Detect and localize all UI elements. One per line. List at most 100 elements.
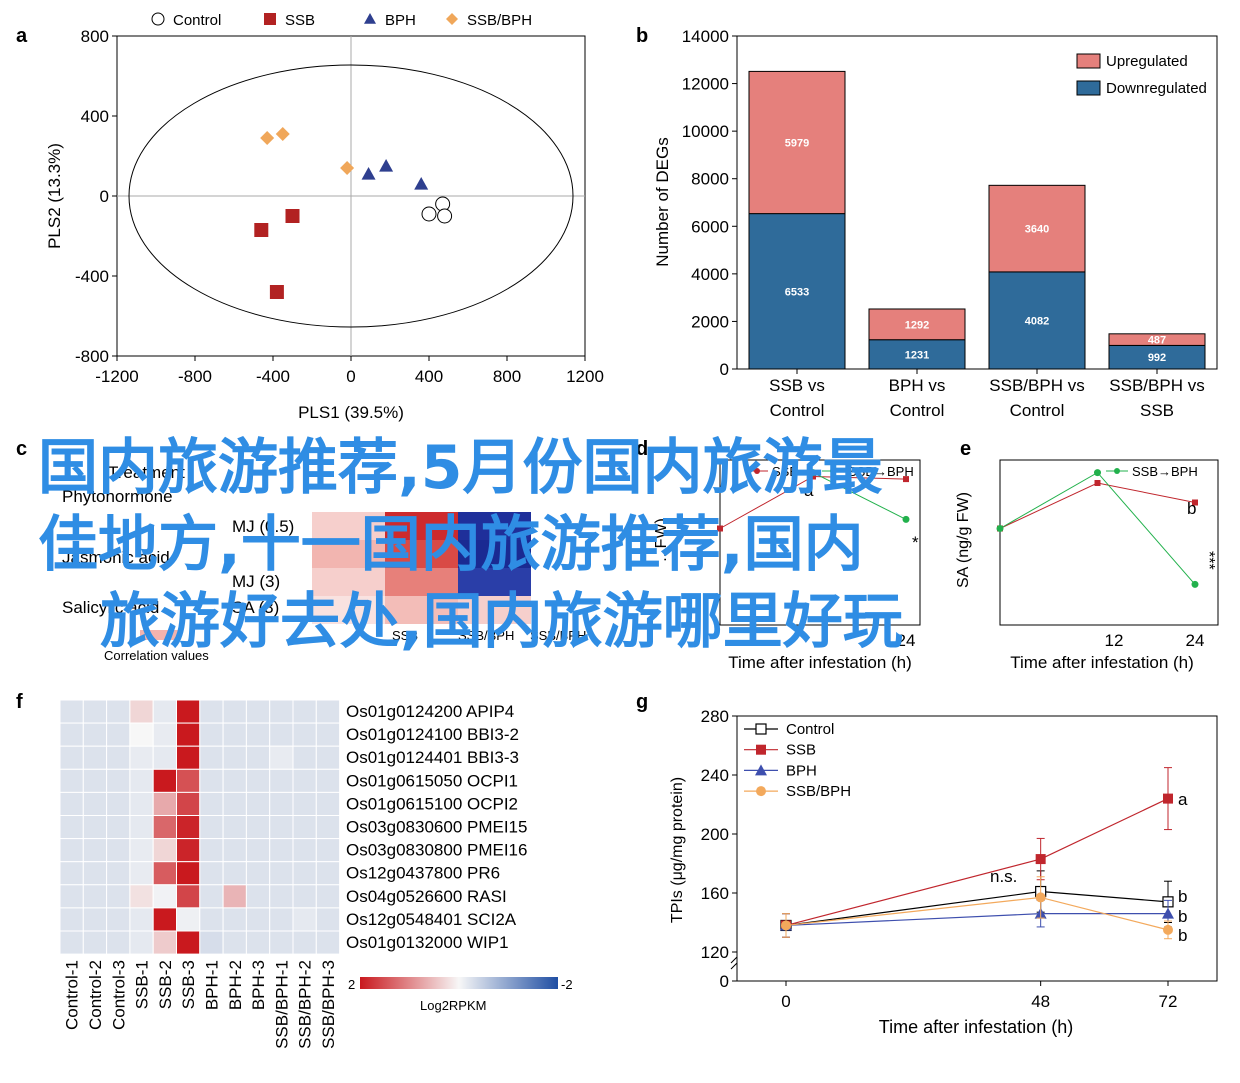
correlation-cell bbox=[312, 568, 385, 596]
scatter-point-ssb bbox=[254, 223, 269, 237]
heatmap-cell bbox=[222, 838, 247, 863]
heatmap-cell bbox=[152, 722, 177, 747]
heatmap-cell bbox=[269, 768, 294, 793]
panel-b-ytick-label: 6000 bbox=[691, 217, 729, 236]
bar-value-down: 1231 bbox=[905, 349, 929, 361]
heatmap-cell bbox=[199, 907, 224, 932]
panel-b-frame bbox=[736, 35, 1218, 370]
panel-a-xtick-label: 1200 bbox=[566, 367, 604, 386]
point-ssb bbox=[1094, 480, 1101, 486]
axis-break-mark bbox=[730, 956, 738, 970]
bar-value-down: 6533 bbox=[785, 286, 809, 298]
panel-g-annot-b2: b bbox=[1178, 907, 1187, 926]
scatter-point-bph bbox=[361, 167, 376, 180]
legend-swatch bbox=[1076, 53, 1101, 69]
bar-upregulated bbox=[748, 70, 846, 215]
panel-g-ytick-label: 200 bbox=[701, 825, 729, 844]
heatmap-cell bbox=[245, 699, 271, 724]
heatmap-cell bbox=[292, 815, 317, 840]
heatmap-cell bbox=[82, 791, 108, 817]
panel-b-xtick-label-1: SSB/BPH vs bbox=[989, 376, 1084, 395]
scatter-point-ssbbph bbox=[340, 161, 355, 175]
bar-downregulated bbox=[748, 213, 846, 370]
bar-upregulated bbox=[988, 184, 1086, 273]
panel-c-mj05: MJ (0.5) bbox=[232, 517, 294, 536]
heatmap-cell bbox=[245, 815, 271, 840]
correlation-cell bbox=[312, 596, 385, 624]
panel-g-ytick-label: 160 bbox=[701, 884, 729, 903]
heatmap-cell bbox=[315, 884, 341, 909]
heatmap-col-label: Control-2 bbox=[86, 960, 105, 1030]
scatter-point-ssb bbox=[269, 285, 284, 299]
panel-d-xtick-24: 24 bbox=[897, 631, 916, 650]
panel-g-ytick-zero: 0 bbox=[720, 972, 729, 991]
heatmap-cell bbox=[292, 722, 317, 747]
heatmap-cell bbox=[176, 861, 201, 886]
legend-marker-ssb bbox=[264, 13, 276, 25]
heatmap-cell bbox=[59, 861, 84, 886]
panel-c-treatment: Treatment bbox=[108, 463, 185, 482]
panel-c-scale-bar bbox=[140, 630, 180, 640]
heatmap-cell bbox=[315, 791, 341, 817]
heatmap-cell bbox=[199, 699, 224, 724]
heatmap-cell bbox=[176, 930, 201, 955]
correlation-cell bbox=[312, 540, 385, 568]
heatmap-cell bbox=[292, 699, 317, 724]
panel-e-ylabel: SA (ng/g FW) bbox=[955, 492, 972, 588]
heatmap-col-label: SSB-2 bbox=[156, 960, 175, 1009]
panel-g-ytick-label: 280 bbox=[701, 707, 729, 726]
heatmap-cell bbox=[222, 768, 247, 793]
correlation-cell bbox=[458, 568, 531, 596]
legend-marker-control bbox=[151, 12, 165, 26]
panel-e-legend: SSB→BPH bbox=[1106, 464, 1198, 479]
panel-b-xtick-label-1: SSB/BPH vs bbox=[1109, 376, 1204, 395]
heatmap-row-label: Os12g0548401 SCI2A bbox=[346, 910, 517, 929]
legend-label: SSB bbox=[786, 742, 816, 759]
panel-label-c: c bbox=[16, 438, 27, 460]
data-point-bph bbox=[1162, 907, 1174, 919]
series-line-ssb bbox=[785, 798, 1169, 927]
heatmap-row-label: Os04g0526600 RASI bbox=[346, 887, 507, 906]
heatmap-cell bbox=[106, 930, 131, 955]
heatmap-cell bbox=[129, 815, 154, 840]
panel-g-ytick-label: 120 bbox=[701, 943, 729, 962]
scatter-point-bph bbox=[379, 159, 394, 172]
heatmap-cell bbox=[129, 930, 154, 955]
heatmap-scale-min: -2 bbox=[561, 977, 573, 992]
panel-a-xlabel: PLS1 (39.5%) bbox=[298, 403, 404, 422]
heatmap-cell bbox=[106, 861, 131, 886]
panel-d-ylabel: ...FW) bbox=[653, 518, 670, 562]
point-ssb bbox=[810, 473, 816, 480]
heatmap-cell bbox=[269, 884, 294, 909]
heatmap-cell bbox=[199, 861, 224, 886]
panel-label-d: d bbox=[636, 438, 648, 460]
legend-marker bbox=[1114, 468, 1120, 474]
panel-a-legend: Control SSB BPH SSB/BPH bbox=[151, 12, 532, 29]
heatmap-cell bbox=[269, 907, 294, 932]
panel-c-col-ssb: SSB bbox=[392, 628, 418, 643]
heatmap-cell bbox=[245, 745, 271, 770]
panel-b-ytick-label: 14000 bbox=[682, 27, 729, 46]
heatmap-cell bbox=[59, 838, 84, 863]
heatmap-cell bbox=[199, 930, 224, 955]
scatter-point-ssb bbox=[285, 209, 300, 223]
panel-g-annot-b3: b bbox=[1178, 926, 1187, 945]
panel-e-annot-stars: *** bbox=[1200, 551, 1217, 570]
panel-b-ytick-label: 10000 bbox=[682, 122, 729, 141]
panel-a-xtick-label: -1200 bbox=[95, 367, 138, 386]
panel-a-ytick-label: 800 bbox=[81, 27, 109, 46]
panel-b-xtick-label-1: BPH vs bbox=[889, 376, 946, 395]
heatmap-cell bbox=[129, 884, 154, 909]
panel-label-b: b bbox=[636, 25, 648, 47]
panel-c-phytohormone: Phytohormone bbox=[62, 487, 173, 506]
correlation-cell bbox=[458, 540, 531, 568]
panel-a-xtick-label: 0 bbox=[346, 367, 355, 386]
panel-b-degs-bar: 0 2000 4000 6000 8000 10000 12000 14000 6533 597… bbox=[653, 27, 1218, 420]
panel-a-xtick-label: 400 bbox=[415, 367, 443, 386]
panel-e-xtick-12: 12 bbox=[1105, 631, 1124, 650]
correlation-cell bbox=[385, 512, 458, 540]
panel-b-xtick-label-2: SSB bbox=[1140, 401, 1174, 420]
panel-b-ylabel: Number of DEGs bbox=[653, 137, 672, 266]
heatmap-cell bbox=[315, 861, 341, 886]
data-point-ssbbph bbox=[1035, 892, 1046, 903]
